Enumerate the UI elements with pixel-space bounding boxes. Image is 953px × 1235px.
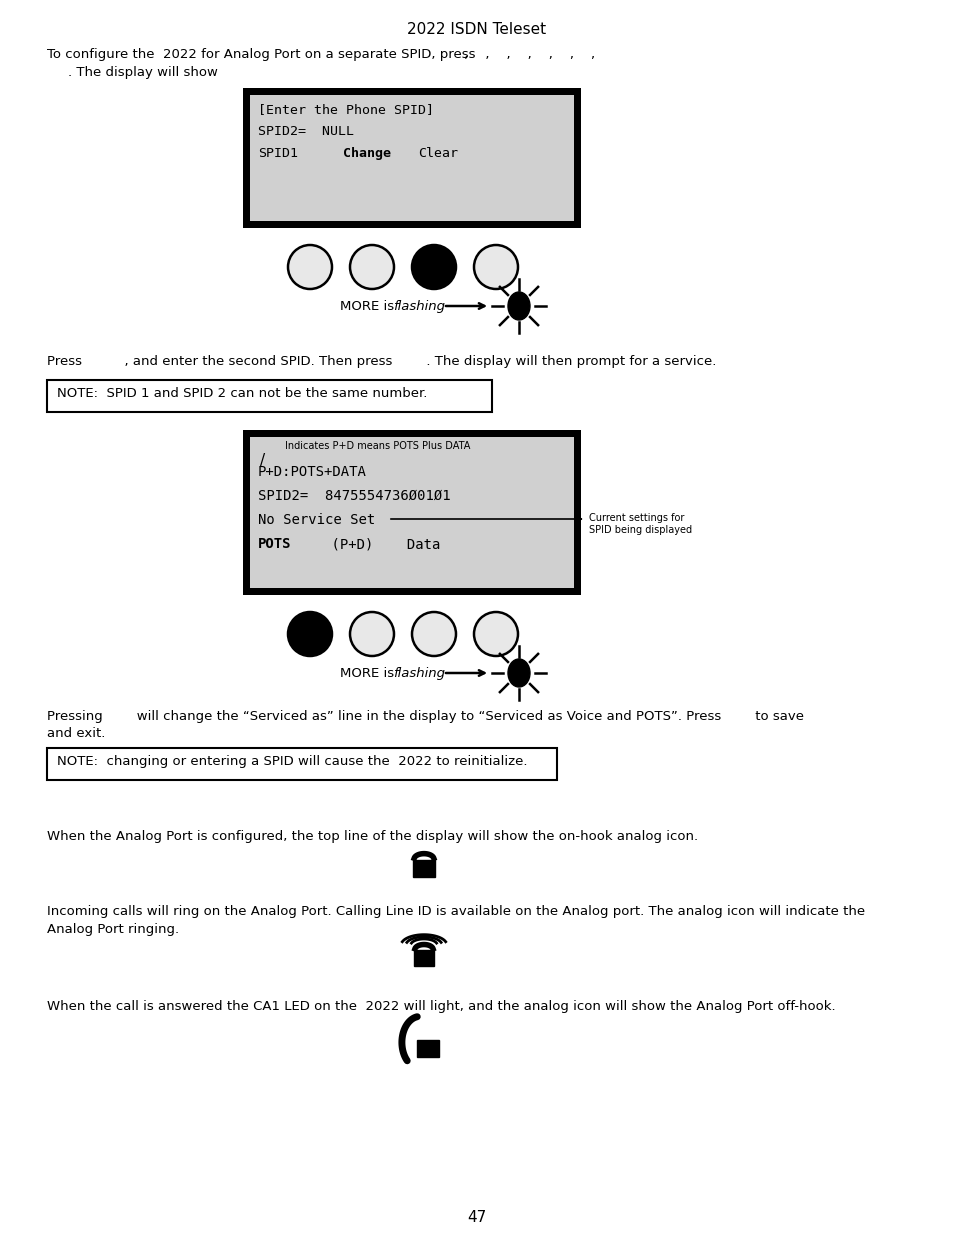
Ellipse shape [507, 291, 530, 320]
Text: ,    ,    ,    ,    ,    ,    ,: , , , , , , , [459, 48, 595, 61]
Text: NOTE:  SPID 1 and SPID 2 can not be the same number.: NOTE: SPID 1 and SPID 2 can not be the s… [57, 387, 427, 400]
Circle shape [350, 613, 394, 656]
Bar [416, 1040, 438, 1057]
Text: MORE is: MORE is [339, 300, 398, 312]
Bar [250, 95, 574, 221]
Text: When the Analog Port is configured, the top line of the display will show the on: When the Analog Port is configured, the … [47, 830, 698, 844]
Circle shape [474, 613, 517, 656]
Bar [243, 88, 580, 228]
Text: 47: 47 [467, 1210, 486, 1225]
Circle shape [288, 613, 332, 656]
Text: flashing: flashing [393, 667, 444, 680]
Text: and exit.: and exit. [47, 727, 105, 740]
Text: Analog Port ringing.: Analog Port ringing. [47, 923, 179, 936]
Circle shape [474, 245, 517, 289]
Bar [250, 437, 574, 588]
Text: Press          , and enter the second SPID. Then press        . The display will: Press , and enter the second SPID. Then … [47, 354, 716, 368]
Text: NOTE:  changing or entering a SPID will cause the  2022 to reinitialize.: NOTE: changing or entering a SPID will c… [57, 755, 527, 768]
Text: Indicates P+D means POTS Plus DATA: Indicates P+D means POTS Plus DATA [285, 441, 470, 451]
Text: [Enter the Phone SPID]: [Enter the Phone SPID] [257, 103, 434, 116]
Text: (P+D)    Data: (P+D) Data [297, 537, 440, 551]
Text: SPID2=  NULL: SPID2= NULL [257, 125, 354, 138]
Text: . The display will show: . The display will show [68, 65, 217, 79]
Bar [47, 748, 557, 781]
Bar [414, 950, 434, 966]
Text: MORE is: MORE is [339, 667, 398, 680]
Text: Incoming calls will ring on the Analog Port. Calling Line ID is available on the: Incoming calls will ring on the Analog P… [47, 905, 864, 918]
Text: SPID1: SPID1 [257, 147, 297, 161]
Bar [47, 380, 492, 412]
Text: flashing: flashing [393, 300, 444, 312]
Text: /: / [260, 453, 265, 468]
Text: POTS: POTS [257, 537, 292, 551]
Text: Clear: Clear [417, 147, 457, 161]
Text: SPID2=  8475554736Ø01Ø1: SPID2= 8475554736Ø01Ø1 [257, 489, 450, 503]
Text: P+D:POTS+DATA: P+D:POTS+DATA [257, 466, 367, 479]
Bar [413, 860, 435, 877]
Circle shape [412, 245, 456, 289]
Text: When the call is answered the CA1 LED on the  2022 will light, and the analog ic: When the call is answered the CA1 LED on… [47, 1000, 835, 1013]
Circle shape [412, 613, 456, 656]
Text: No Service Set: No Service Set [257, 513, 375, 527]
Text: Current settings for
SPID being displayed: Current settings for SPID being displaye… [588, 513, 691, 535]
Text: Change: Change [343, 147, 391, 161]
Text: To configure the  2022 for Analog Port on a separate SPID, press: To configure the 2022 for Analog Port on… [47, 48, 475, 61]
Circle shape [288, 245, 332, 289]
Circle shape [350, 245, 394, 289]
Ellipse shape [507, 659, 530, 687]
Bar [243, 430, 580, 595]
Text: 2022 ISDN Teleset: 2022 ISDN Teleset [407, 22, 546, 37]
Text: Pressing        will change the “Serviced as” line in the display to “Serviced a: Pressing will change the “Serviced as” l… [47, 710, 803, 722]
